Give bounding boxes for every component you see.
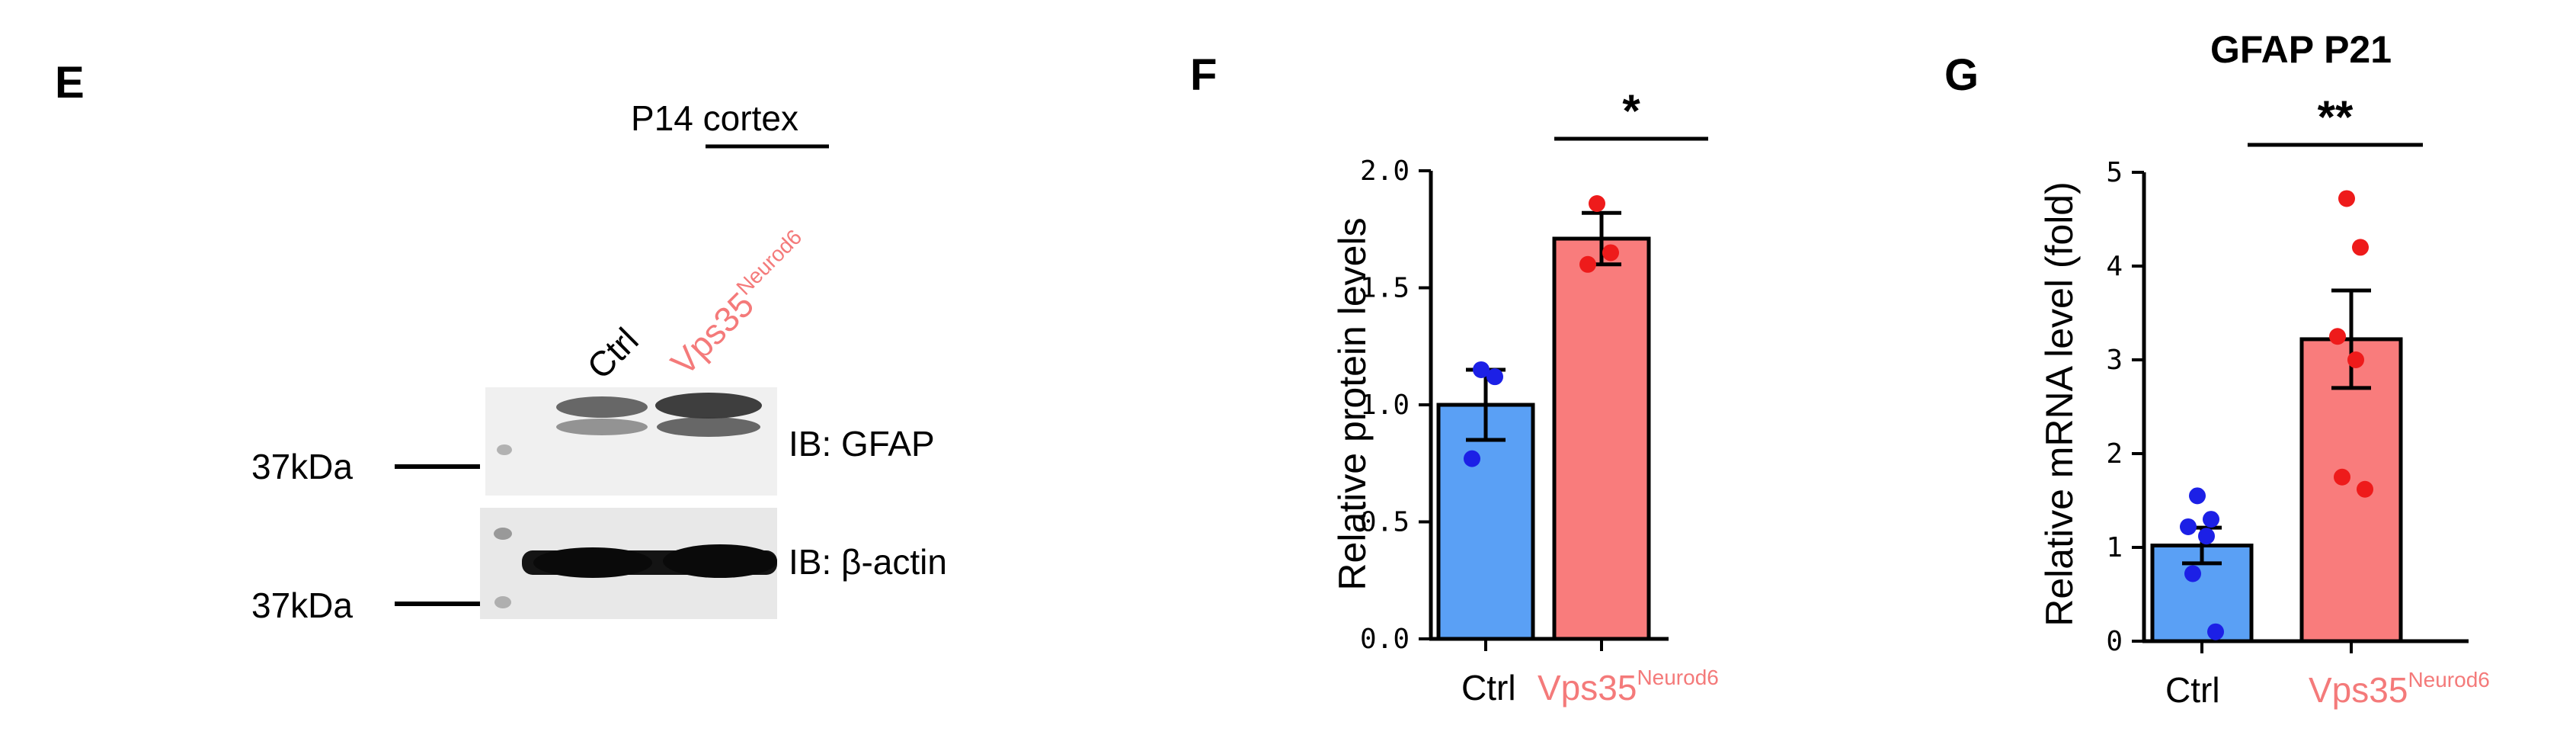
panel-g-xtick-label: Vps35Neurod6: [2309, 668, 2490, 710]
blot-label-gfap: IB: GFAP: [789, 424, 935, 464]
panel-g-ytick-label: 4: [2106, 251, 2123, 282]
panel-g-data-point: [2184, 565, 2201, 582]
panel-f-xtick-label-sup: Neurod6: [1637, 666, 1718, 689]
panel-f-data-point: [1473, 361, 1490, 378]
blot-region-label: P14 cortex: [631, 98, 798, 138]
panel-letter-g: G: [1944, 50, 1979, 100]
panel-f-significance-label: *: [1622, 85, 1640, 136]
panel-g-significance-label: **: [2318, 91, 2354, 143]
panel-g-data-point: [2357, 480, 2373, 498]
panel-g-data-point: [2334, 468, 2350, 486]
panel-f-ytick-label: 1.0: [1360, 390, 1410, 421]
panel-f-bar: [1552, 236, 1651, 641]
ladder-band-actin-upper: [494, 528, 512, 540]
panel-f-data-point: [1464, 450, 1480, 467]
panel-g-data-point: [2352, 239, 2369, 256]
band-gfap-ctrl-lower: [556, 419, 648, 435]
band-actin-vps35: [663, 544, 777, 578]
panel-g-ytick-label: 2: [2106, 438, 2123, 470]
panel-g-data-point: [2180, 518, 2197, 535]
panel-g-data-point: [2198, 528, 2215, 545]
panel-f-data-point: [1602, 244, 1619, 261]
panel-g-chart: G GFAP P21 Relative mRNA level (fold) 0 1…: [1944, 28, 2490, 710]
panel-f-data-point: [1589, 194, 1605, 212]
panel-g-data-point: [2203, 511, 2219, 528]
panel-g-xtick-label-main: Ctrl: [2165, 670, 2220, 710]
band-gfap-ctrl-upper: [556, 396, 648, 418]
panel-g-ytick-label: 5: [2106, 157, 2123, 188]
ladder-band-actin-lower: [494, 596, 511, 608]
panel-e: E P14 cortex Ctrl Vps35Neurod6 IB: GFAP …: [55, 58, 947, 625]
panel-letter-e: E: [55, 58, 85, 107]
panel-f-ytick-label: 0.0: [1360, 624, 1410, 655]
panel-f-ylabel: Relative protein levels: [1331, 217, 1374, 590]
panel-g-xtick-label: Ctrl: [2165, 670, 2220, 710]
panel-f-data-point: [1486, 368, 1503, 386]
panel-g-data-point: [2338, 190, 2355, 207]
panel-g-xtick-label-main: Vps35: [2309, 670, 2408, 710]
panel-g-ytick-label: 0: [2106, 626, 2123, 657]
panel-f-xtick-label: Vps35Neurod6: [1538, 666, 1719, 707]
lane-label-ctrl: Ctrl: [579, 320, 645, 387]
panel-f-data-point: [1579, 255, 1596, 273]
panel-f-ytick-label: 2.0: [1360, 156, 1410, 187]
ladder-band-gfap: [497, 444, 512, 455]
lane-label-vps35-sup: Neurod6: [731, 225, 806, 300]
band-actin-ctrl: [533, 547, 652, 578]
panel-g-data-point: [2189, 487, 2206, 505]
panel-f-ytick-label: 1.5: [1360, 273, 1410, 304]
panel-f-chart: F Relative protein levels 0.0 0.5 1.0 1.5 2.…: [1190, 50, 1719, 707]
panel-g-data-point: [2207, 623, 2224, 640]
band-gfap-vps35-lower: [657, 417, 760, 437]
panel-f-ytick-label: 0.5: [1360, 507, 1410, 538]
panel-g-ylabel: Relative mRNA level (fold): [2038, 181, 2081, 627]
panel-g-ytick-label: 1: [2106, 532, 2123, 563]
mw-marker-gfap: 37kDa: [251, 447, 353, 486]
panel-g-data-point: [2329, 328, 2346, 345]
panel-g-title: GFAP P21: [2210, 28, 2392, 71]
panel-f-xtick-label: Ctrl: [1461, 668, 1516, 707]
panel-g-xtick-label-sup: Neurod6: [2408, 668, 2489, 691]
panel-g-data-point: [2347, 351, 2364, 368]
blot-label-actin: IB: β-actin: [789, 542, 947, 582]
lane-label-vps35: Vps35Neurod6: [661, 225, 819, 383]
band-gfap-vps35-upper: [655, 393, 762, 419]
lane-label-vps35-main: Vps35: [663, 284, 761, 383]
mw-marker-actin: 37kDa: [251, 586, 353, 625]
panel-f-xtick-label-main: Ctrl: [1461, 668, 1516, 707]
panel-f-xtick-label-main: Vps35: [1538, 668, 1637, 707]
panel-letter-f: F: [1190, 50, 1217, 100]
panel-g-ytick-label: 3: [2106, 345, 2123, 376]
